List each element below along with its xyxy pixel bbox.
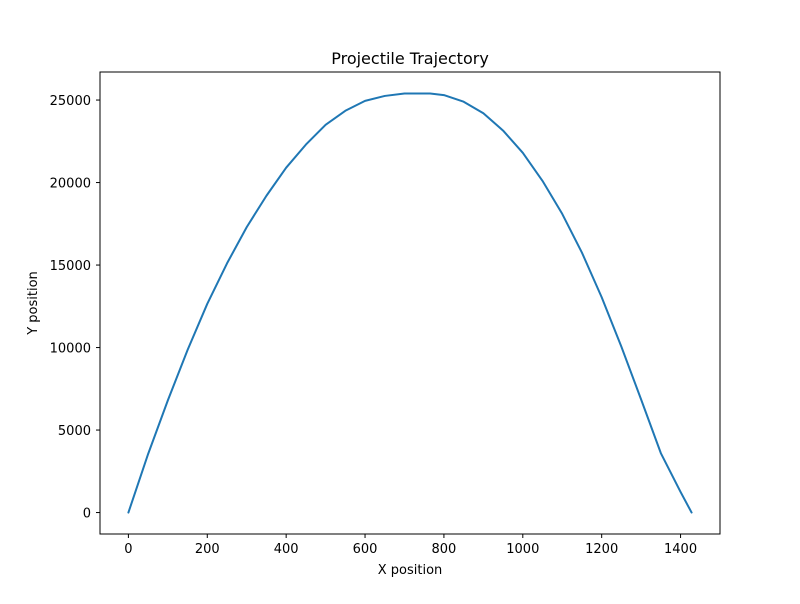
x-tick-label: 600 bbox=[353, 542, 378, 557]
y-tick-label: 0 bbox=[83, 507, 91, 522]
y-tick-label: 20000 bbox=[50, 177, 91, 192]
y-axis-label: Y position bbox=[26, 271, 41, 336]
x-tick-label: 0 bbox=[124, 542, 132, 557]
y-tick-label: 5000 bbox=[58, 424, 91, 439]
x-tick-label: 800 bbox=[432, 542, 457, 557]
x-axis-ticks: 0 200 400 600 800 1000 1200 1400 bbox=[124, 534, 697, 557]
y-tick-label: 15000 bbox=[50, 259, 91, 274]
y-tick-label: 25000 bbox=[50, 94, 91, 109]
x-tick-label: 1000 bbox=[506, 542, 539, 557]
plot-area-frame bbox=[99, 71, 721, 535]
chart-title: Projectile Trajectory bbox=[331, 49, 489, 68]
x-tick-label: 400 bbox=[274, 542, 299, 557]
x-axis-label: X position bbox=[378, 563, 443, 578]
x-tick-label: 200 bbox=[195, 542, 220, 557]
trajectory-series-line bbox=[127, 92, 693, 514]
y-tick-label: 10000 bbox=[50, 342, 91, 357]
x-tick-label: 1200 bbox=[585, 542, 618, 557]
y-axis-ticks: 0 5000 10000 15000 20000 25000 bbox=[50, 94, 100, 522]
x-tick-label: 1400 bbox=[664, 542, 697, 557]
